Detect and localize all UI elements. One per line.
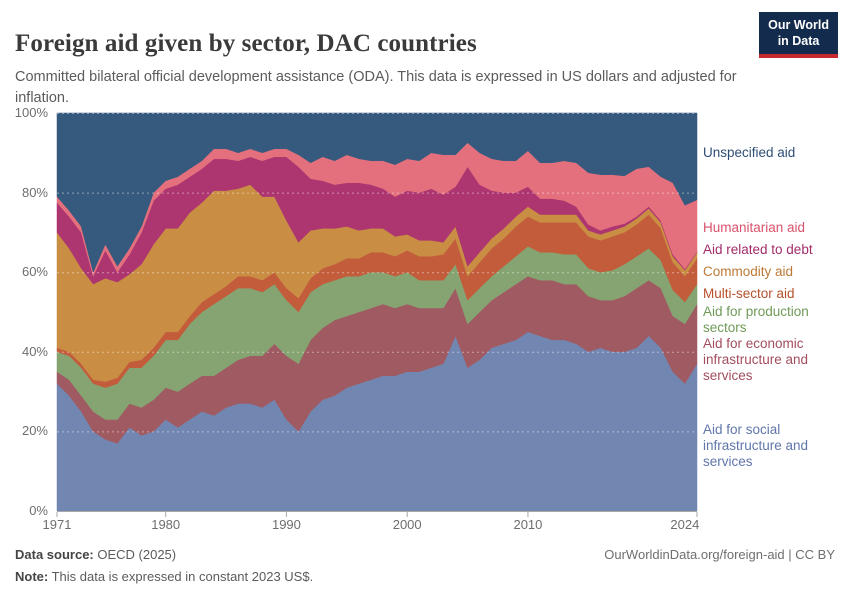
owid-logo-line2: in Data xyxy=(777,34,820,49)
data-source-label: Data source: xyxy=(15,547,94,562)
data-source-value: OECD (2025) xyxy=(93,547,177,562)
legend-item-multi-sector-aid[interactable]: Multi-sector aid xyxy=(703,286,795,301)
x-axis-label-2010: 2010 xyxy=(513,517,543,532)
y-axis-label-100: 100% xyxy=(14,105,48,120)
legend-item-humanitarian-aid[interactable]: Humanitarian aid xyxy=(703,220,806,235)
legend-item-aid-for-social-infrastructure-and-services[interactable]: Aid for social infrastructure and servic… xyxy=(703,422,809,469)
x-axis-label-2000: 2000 xyxy=(392,517,422,532)
legend-item-aid-for-economic-infrastructure-and-services[interactable]: Aid for economic infrastructure and serv… xyxy=(703,336,809,383)
y-axis-label-80: 80% xyxy=(21,184,48,200)
legend-item-aid-related-to-debt[interactable]: Aid related to debt xyxy=(703,242,813,257)
data-source-line: Data source: OECD (2025) xyxy=(15,547,176,562)
owid-link[interactable]: OurWorldinData.org/foreign-aid | CC BY xyxy=(604,547,835,562)
y-axis-label-20: 20% xyxy=(21,423,48,439)
y-axis-label-40: 40% xyxy=(21,343,48,359)
legend-item-unspecified-aid[interactable]: Unspecified aid xyxy=(703,145,796,160)
y-axis-label-60: 60% xyxy=(21,264,48,280)
note-label: Note: xyxy=(15,569,49,584)
x-axis-label-2024: 2024 xyxy=(670,517,700,532)
note-value: This data is expressed in constant 2023 … xyxy=(48,569,314,584)
legend-item-aid-for-production-sectors[interactable]: Aid for production sectors xyxy=(703,304,809,335)
x-axis-label-1980: 1980 xyxy=(151,517,181,532)
x-axis-label-1971: 1971 xyxy=(42,517,72,532)
legend-item-commodity-aid[interactable]: Commodity aid xyxy=(703,264,794,279)
x-axis-label-1990: 1990 xyxy=(271,517,301,532)
owid-logo-line1: Our World xyxy=(768,18,829,32)
owid-logo[interactable]: Our World in Data xyxy=(759,12,838,58)
chart-subtitle: Committed bilateral official development… xyxy=(15,68,737,106)
area-unspecified-aid[interactable] xyxy=(56,112,698,273)
page-title: Foreign aid given by sector, DAC countri… xyxy=(15,29,477,57)
note-line: Note: This data is expressed in constant… xyxy=(15,569,313,584)
y-axis-label-0: 0% xyxy=(29,503,48,518)
